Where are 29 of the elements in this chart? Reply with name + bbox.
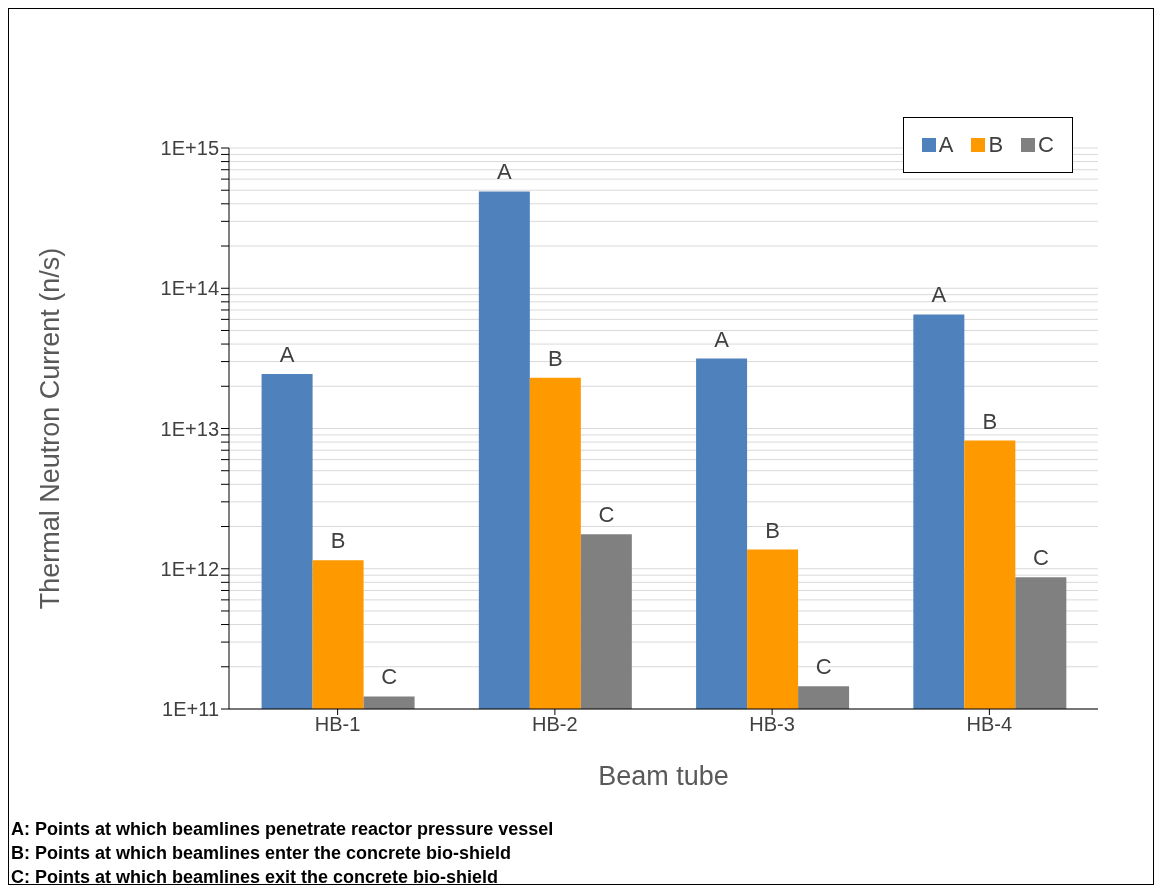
data-label: B — [547, 345, 563, 371]
text: C: Points at which beamlines exit the concrete bio-shield — [11, 866, 500, 889]
x-tick-label: HB-2 — [532, 713, 578, 736]
legend-label: B — [987, 132, 1004, 158]
data-label: A — [931, 282, 947, 308]
data-label: A — [496, 159, 512, 185]
x-tick-label: HB-3 — [749, 713, 795, 736]
y-tick-label: 1E+15 — [160, 137, 219, 159]
legend-label: A — [937, 132, 954, 158]
data-label: B — [982, 408, 998, 434]
legend-label: C — [1037, 132, 1054, 158]
data-label: C — [381, 664, 398, 690]
data-label: C — [598, 502, 615, 528]
y-tick-label: 1E+12 — [160, 557, 219, 580]
text: B: Points at which beamlines enter the concrete bio-shield — [11, 842, 513, 865]
x-tick-label: HB-1 — [314, 713, 361, 736]
data-label: C — [815, 654, 832, 680]
data-label: B — [330, 528, 346, 554]
data-label: C — [1032, 545, 1049, 571]
y-axis-title: Thermal Neutron Current (n/s) — [34, 247, 65, 610]
data-label: A — [279, 341, 295, 367]
data-label: A — [714, 326, 730, 352]
y-tick-label: 1E+14 — [160, 277, 219, 300]
text: A: Points at which beamlines penetrate reactor pressure vessel — [11, 818, 554, 841]
x-tick-label: HB-4 — [966, 713, 1013, 736]
data-label: B — [765, 517, 780, 543]
y-tick-label: 1E+13 — [160, 417, 219, 440]
x-axis-title: Beam tube — [598, 761, 729, 791]
y-tick-label: 1E+11 — [162, 698, 219, 720]
